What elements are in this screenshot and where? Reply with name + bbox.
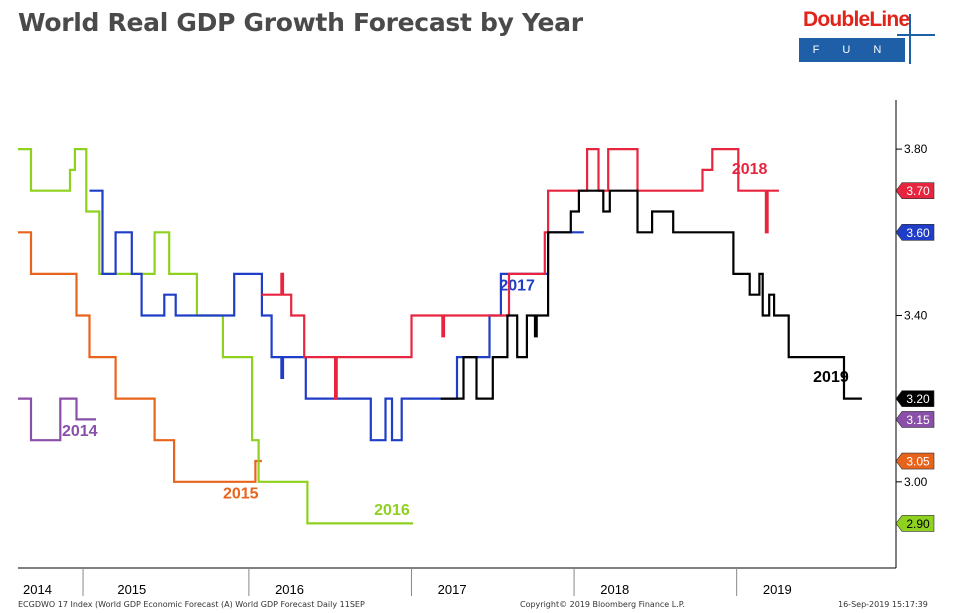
end-value-tag-bg [895, 390, 935, 407]
end-value-tag-text: 3.20 [906, 392, 930, 406]
end-value-tag-2014: 3.15 [895, 411, 935, 428]
y-tick-label: 3.80 [904, 142, 928, 156]
series-line-2016 [18, 148, 414, 525]
end-value-tag-2016: 2.90 [895, 515, 935, 532]
x-tick-label: 2019 [763, 582, 792, 597]
doubleline-logo: DoubleLine F U N D S [797, 6, 937, 80]
y-tick-label: 3.00 [904, 475, 928, 489]
x-tick-label: 2015 [117, 582, 146, 597]
series-label-2019: 2019 [813, 369, 849, 386]
chart-title: World Real GDP Growth Forecast by Year [18, 8, 583, 37]
end-value-tag-2018: 3.70 [895, 182, 935, 200]
end-value-tag-2015: 3.05 [895, 452, 935, 470]
footer-copyright: Copyright© 2019 Bloomberg Finance L.P. [520, 600, 685, 609]
x-tick-label: 2017 [438, 582, 467, 597]
series-label-2015: 2015 [223, 485, 259, 502]
logo-wordmark: DoubleLine [803, 8, 910, 31]
end-value-tag-text: 2.90 [906, 517, 930, 531]
series-label-2014: 2014 [62, 423, 98, 440]
x-tick-label: 2016 [275, 582, 304, 597]
logo-rule-vertical [909, 14, 911, 64]
end-value-tag-bg [895, 452, 935, 470]
end-value-tag-bg [895, 515, 935, 532]
end-value-tag-text: 3.60 [906, 226, 930, 240]
series-label-2017: 2017 [499, 278, 535, 295]
x-tick-label: 2018 [600, 582, 629, 597]
end-value-tag-bg [895, 182, 935, 200]
end-value-tag-2017: 3.60 [895, 223, 935, 241]
end-value-tag-bg [895, 411, 935, 428]
series-line-2015 [18, 231, 262, 483]
end-value-tag-2019: 3.20 [895, 390, 935, 407]
footer-timestamp: 16-Sep-2019 15:17:39 [838, 600, 928, 609]
end-value-tag-bg [895, 223, 935, 241]
series-label-2018: 2018 [732, 161, 768, 178]
series-line-2019 [440, 189, 862, 400]
series-line-2014 [18, 397, 96, 442]
end-value-tag-text: 3.70 [906, 184, 930, 198]
end-value-tag-text: 3.05 [906, 455, 930, 469]
logo-rule-horizontal [897, 34, 935, 36]
y-tick-label: 3.40 [904, 308, 928, 322]
footer-source: ECGDWO 17 Index (World GDP Economic Fore… [18, 600, 365, 609]
logo-subtitle: F U N D S [799, 38, 905, 80]
x-tick-label: 2014 [23, 582, 52, 597]
series-label-2016: 2016 [374, 502, 410, 519]
end-value-tag-text: 3.15 [906, 413, 930, 427]
series-line-2018 [261, 148, 779, 400]
